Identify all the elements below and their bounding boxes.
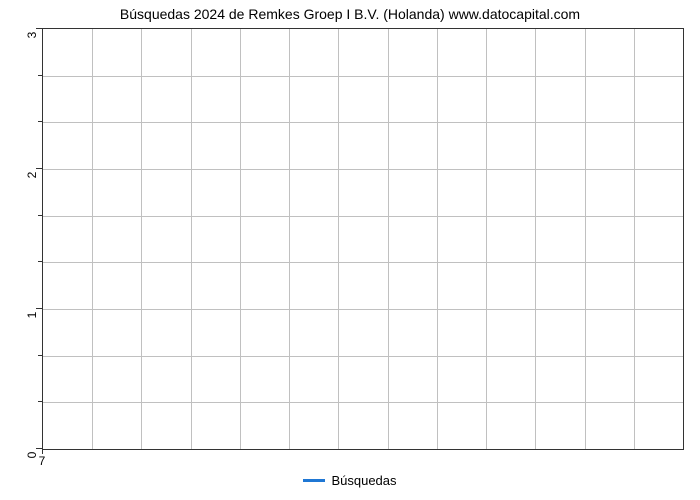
- chart-container: Búsquedas 2024 de Remkes Groep I B.V. (H…: [0, 0, 700, 500]
- y-tick-label: 3: [25, 25, 39, 45]
- y-tick-label: 1: [25, 305, 39, 325]
- gridline-vertical: [585, 29, 586, 449]
- chart-title: Búsquedas 2024 de Remkes Groep I B.V. (H…: [0, 6, 700, 22]
- gridline-vertical: [338, 29, 339, 449]
- gridline-horizontal: [43, 169, 683, 170]
- gridline-horizontal: [43, 122, 683, 123]
- gridline-horizontal: [43, 402, 683, 403]
- y-minor-tick: [38, 401, 42, 402]
- gridline-horizontal: [43, 309, 683, 310]
- gridline-vertical: [191, 29, 192, 449]
- y-minor-tick: [38, 261, 42, 262]
- plot-area: [42, 28, 684, 450]
- gridline-vertical: [240, 29, 241, 449]
- gridline-vertical: [92, 29, 93, 449]
- gridline-vertical: [634, 29, 635, 449]
- gridline-horizontal: [43, 262, 683, 263]
- y-minor-tick: [38, 75, 42, 76]
- legend: Búsquedas: [0, 469, 700, 488]
- gridline-vertical: [289, 29, 290, 449]
- gridline-vertical: [486, 29, 487, 449]
- y-minor-tick: [38, 215, 42, 216]
- gridline-horizontal: [43, 356, 683, 357]
- legend-item: Búsquedas: [303, 473, 396, 488]
- y-tick-label: 2: [25, 165, 39, 185]
- y-minor-tick: [38, 121, 42, 122]
- legend-label: Búsquedas: [331, 473, 396, 488]
- gridline-vertical: [535, 29, 536, 449]
- gridline-horizontal: [43, 76, 683, 77]
- gridline-vertical: [388, 29, 389, 449]
- y-minor-tick: [38, 355, 42, 356]
- gridline-vertical: [141, 29, 142, 449]
- y-tick-label: 0: [25, 445, 39, 465]
- x-tick-label: 7: [39, 454, 46, 468]
- gridline-vertical: [437, 29, 438, 449]
- gridline-horizontal: [43, 216, 683, 217]
- legend-swatch-icon: [303, 479, 325, 482]
